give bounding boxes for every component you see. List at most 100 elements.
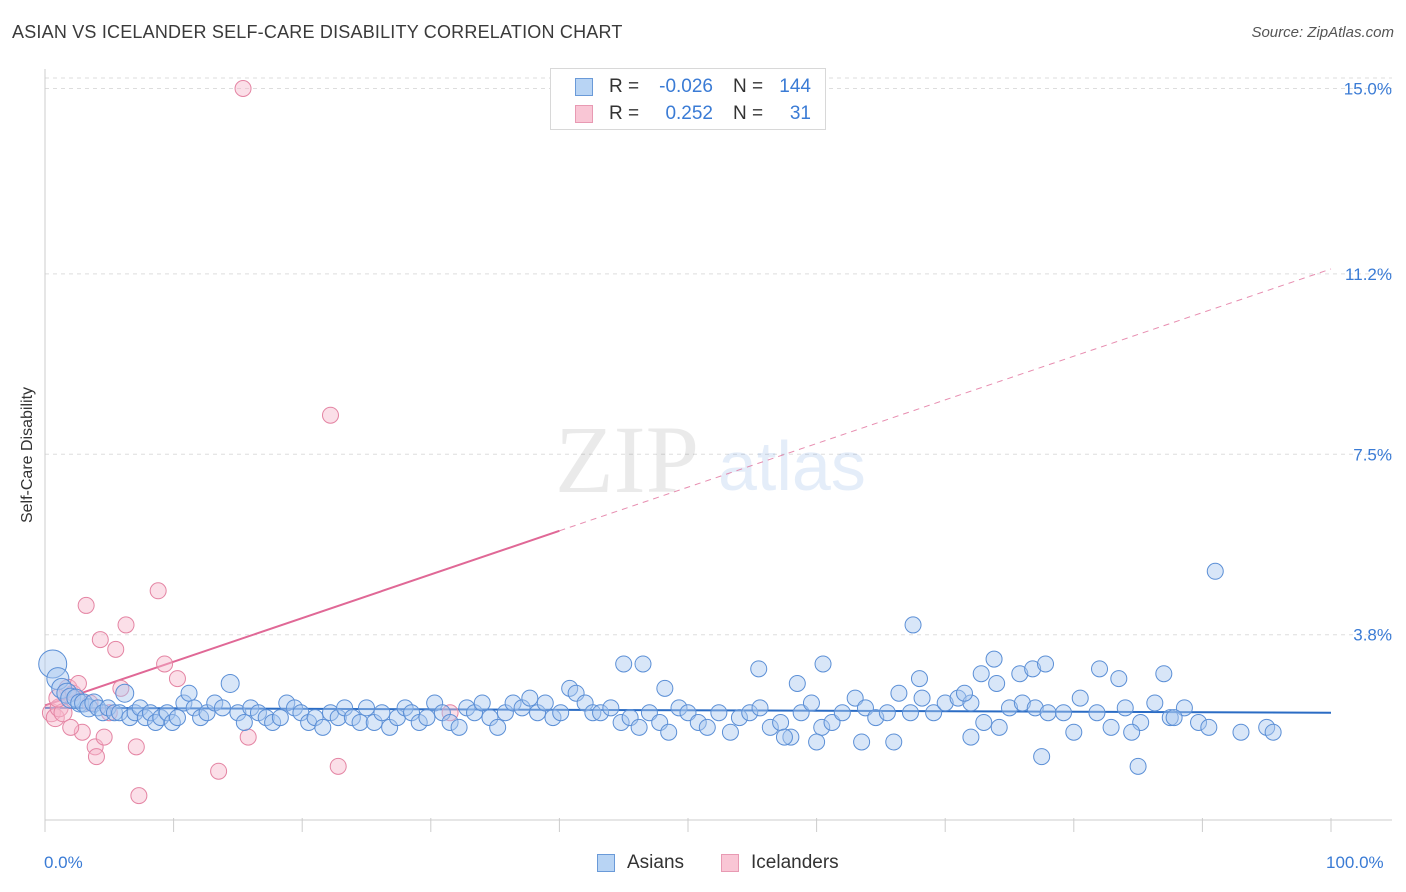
icelander-point — [91, 631, 109, 649]
asian-point — [808, 733, 826, 751]
legend-swatch-icelanders — [575, 105, 593, 123]
x-tick-label-max: 100.0% — [1326, 853, 1384, 872]
asian-point — [1001, 699, 1018, 717]
x-tick-label-min: 0.0% — [44, 853, 83, 872]
watermark: ZIP atlas — [555, 406, 866, 513]
correlation-legend: R = -0.026 N = 144 R = 0.252 N = 31 — [550, 68, 826, 130]
asian-point — [775, 728, 793, 746]
y-tick-label: 15.0% — [1344, 80, 1392, 99]
asian-point — [904, 616, 922, 634]
asian-point — [213, 699, 231, 717]
asian-point — [741, 704, 759, 722]
asian-point — [802, 694, 820, 712]
icelander-point — [62, 718, 80, 736]
asian-point — [1155, 665, 1173, 683]
y-tick-label: 7.5% — [1353, 445, 1392, 464]
asian-point — [1161, 709, 1179, 727]
asian-point — [1175, 699, 1193, 717]
asian-point — [878, 704, 896, 722]
asian-point — [1190, 713, 1208, 731]
legend-label-asians: Asians — [627, 852, 685, 873]
asian-point — [1091, 660, 1109, 678]
asian-point — [730, 709, 748, 727]
asian-point — [634, 655, 652, 673]
asian-point — [489, 718, 507, 736]
asian-point — [175, 694, 193, 712]
icelander-point — [156, 655, 174, 673]
asian-point — [750, 660, 768, 678]
asian-point — [962, 694, 980, 712]
asian-point — [329, 709, 347, 727]
asian-point — [94, 704, 112, 722]
asian-point — [1065, 723, 1083, 741]
icelander-point — [95, 728, 113, 746]
asian-point — [630, 718, 648, 736]
asian-point — [856, 699, 874, 717]
asian-point — [913, 689, 931, 707]
icelander-points — [41, 80, 459, 805]
asian-point — [1088, 704, 1106, 722]
y-tick-labels: 3.8% 7.5% 11.2% 15.0% — [1344, 80, 1392, 645]
asian-point — [972, 665, 990, 683]
asian-point — [373, 704, 391, 722]
asian-point — [788, 674, 806, 692]
icelander-point — [329, 757, 347, 775]
asian-point — [823, 713, 841, 731]
asian-point — [936, 694, 954, 712]
asian-point — [220, 673, 240, 693]
asian-point — [1039, 704, 1057, 722]
icelander-point — [127, 738, 145, 756]
asian-point — [853, 733, 871, 751]
asian-point — [158, 704, 176, 722]
legend-n-value: 144 — [779, 76, 811, 97]
asian-point — [592, 704, 610, 722]
icelanders-trend-line — [44, 529, 560, 707]
asian-point — [710, 704, 728, 722]
asian-point — [1055, 704, 1073, 722]
asian-point — [168, 709, 186, 727]
asian-point — [1110, 670, 1128, 688]
asian-point — [450, 718, 468, 736]
asian-point — [1146, 694, 1164, 712]
asian-point — [615, 655, 633, 673]
icelander-point — [77, 596, 95, 614]
asian-point — [814, 655, 832, 673]
asian-point — [985, 650, 1003, 668]
asian-point — [761, 718, 779, 736]
asian-point — [612, 713, 630, 731]
asian-point — [536, 694, 554, 712]
asian-point — [640, 704, 658, 722]
asian-point — [990, 718, 1008, 736]
legend-n-label: N = — [733, 76, 764, 97]
source-label: Source: ZipAtlas.com — [1251, 24, 1394, 41]
asian-point — [136, 709, 154, 727]
asian-point — [670, 699, 688, 717]
asian-point — [1102, 718, 1120, 736]
asian-point — [1013, 694, 1031, 712]
asian-point — [105, 704, 123, 722]
asian-point — [185, 699, 203, 717]
asian-point — [792, 704, 810, 722]
asian-point — [1116, 699, 1134, 717]
legend-row-asians: R = -0.026 N = 144 — [575, 75, 811, 99]
asian-point — [890, 684, 908, 702]
asian-point — [1123, 723, 1141, 741]
legend-item-icelanders: Icelanders — [721, 852, 839, 874]
asian-point — [772, 713, 790, 731]
icelander-point — [239, 728, 257, 746]
asian-point — [751, 699, 769, 717]
asian-point — [1024, 660, 1042, 678]
asian-point — [1264, 723, 1282, 741]
y-tick-label: 11.2% — [1345, 265, 1392, 284]
asian-point — [1232, 723, 1250, 741]
asian-point — [782, 728, 800, 746]
legend-label-icelanders: Icelanders — [751, 852, 839, 873]
asian-point — [38, 649, 68, 679]
asian-point — [1026, 699, 1044, 717]
asian-point — [1129, 757, 1147, 775]
asian-point — [901, 704, 919, 722]
asian-point — [504, 694, 522, 712]
asian-point — [602, 699, 620, 717]
asian-point — [141, 704, 159, 722]
y-axis-label: Self-Care Disability — [19, 386, 36, 524]
